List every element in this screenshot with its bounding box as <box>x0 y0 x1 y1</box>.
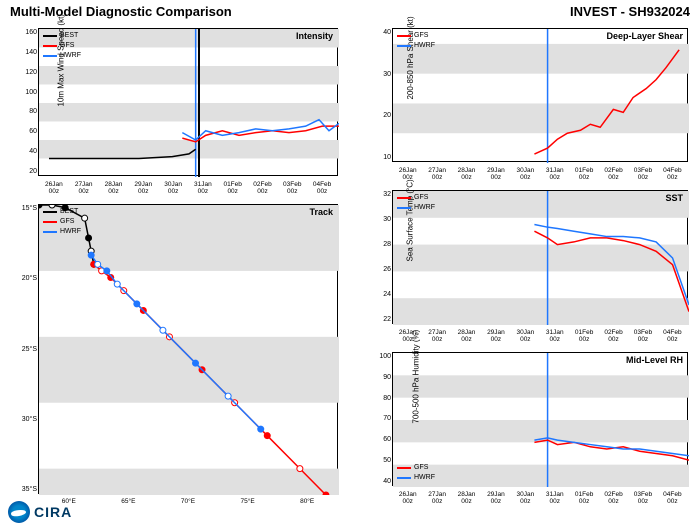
panel-sst: 32302826242226Jan00z27Jan00z28Jan00z29Ja… <box>392 190 688 324</box>
track-chart <box>39 205 339 495</box>
shear-ylabel: 200-850 hPa Shear (kt) <box>406 16 415 99</box>
rh-chart <box>393 353 689 487</box>
intensity-title: Intensity <box>296 31 333 41</box>
rh-legend: GFSHWRF <box>397 463 435 483</box>
shear-legend: GFSHWRF <box>397 31 435 51</box>
footer-org: CIRA <box>34 504 72 520</box>
panel-rh: 10090807060504026Jan00z27Jan00z28Jan00z2… <box>392 352 688 486</box>
title-left: Multi-Model Diagnostic Comparison <box>10 4 232 19</box>
panel-intensity: 1601401201008060402026Jan00z27Jan00z28Ja… <box>38 28 338 176</box>
sst-legend: GFSHWRF <box>397 193 435 213</box>
intensity-legend: BESTGFSHWRF <box>43 31 81 61</box>
shear-title: Deep-Layer Shear <box>606 31 683 41</box>
header: Multi-Model Diagnostic Comparison INVEST… <box>0 4 700 19</box>
panel-shear: 4030201026Jan00z27Jan00z28Jan00z29Jan00z… <box>392 28 688 162</box>
rh-title: Mid-Level RH <box>626 355 683 365</box>
panel-track: 15°S20°S25°S30°S35°S60°E65°E70°E75°E80°E… <box>38 204 338 494</box>
track-title: Track <box>309 207 333 217</box>
intensity-chart <box>39 29 339 177</box>
sst-chart <box>393 191 689 325</box>
title-right: INVEST - SH932024 <box>570 4 690 19</box>
sst-title: SST <box>665 193 683 203</box>
rh-ylabel: 700-500 hPa Humidity (%) <box>411 330 420 424</box>
sst-ylabel: Sea Surface Temp (°C) <box>406 179 415 261</box>
track-legend: BESTGFSHWRF <box>43 207 81 237</box>
footer: CIRA <box>8 501 72 523</box>
noaa-logo-icon <box>8 501 30 523</box>
shear-chart <box>393 29 689 163</box>
